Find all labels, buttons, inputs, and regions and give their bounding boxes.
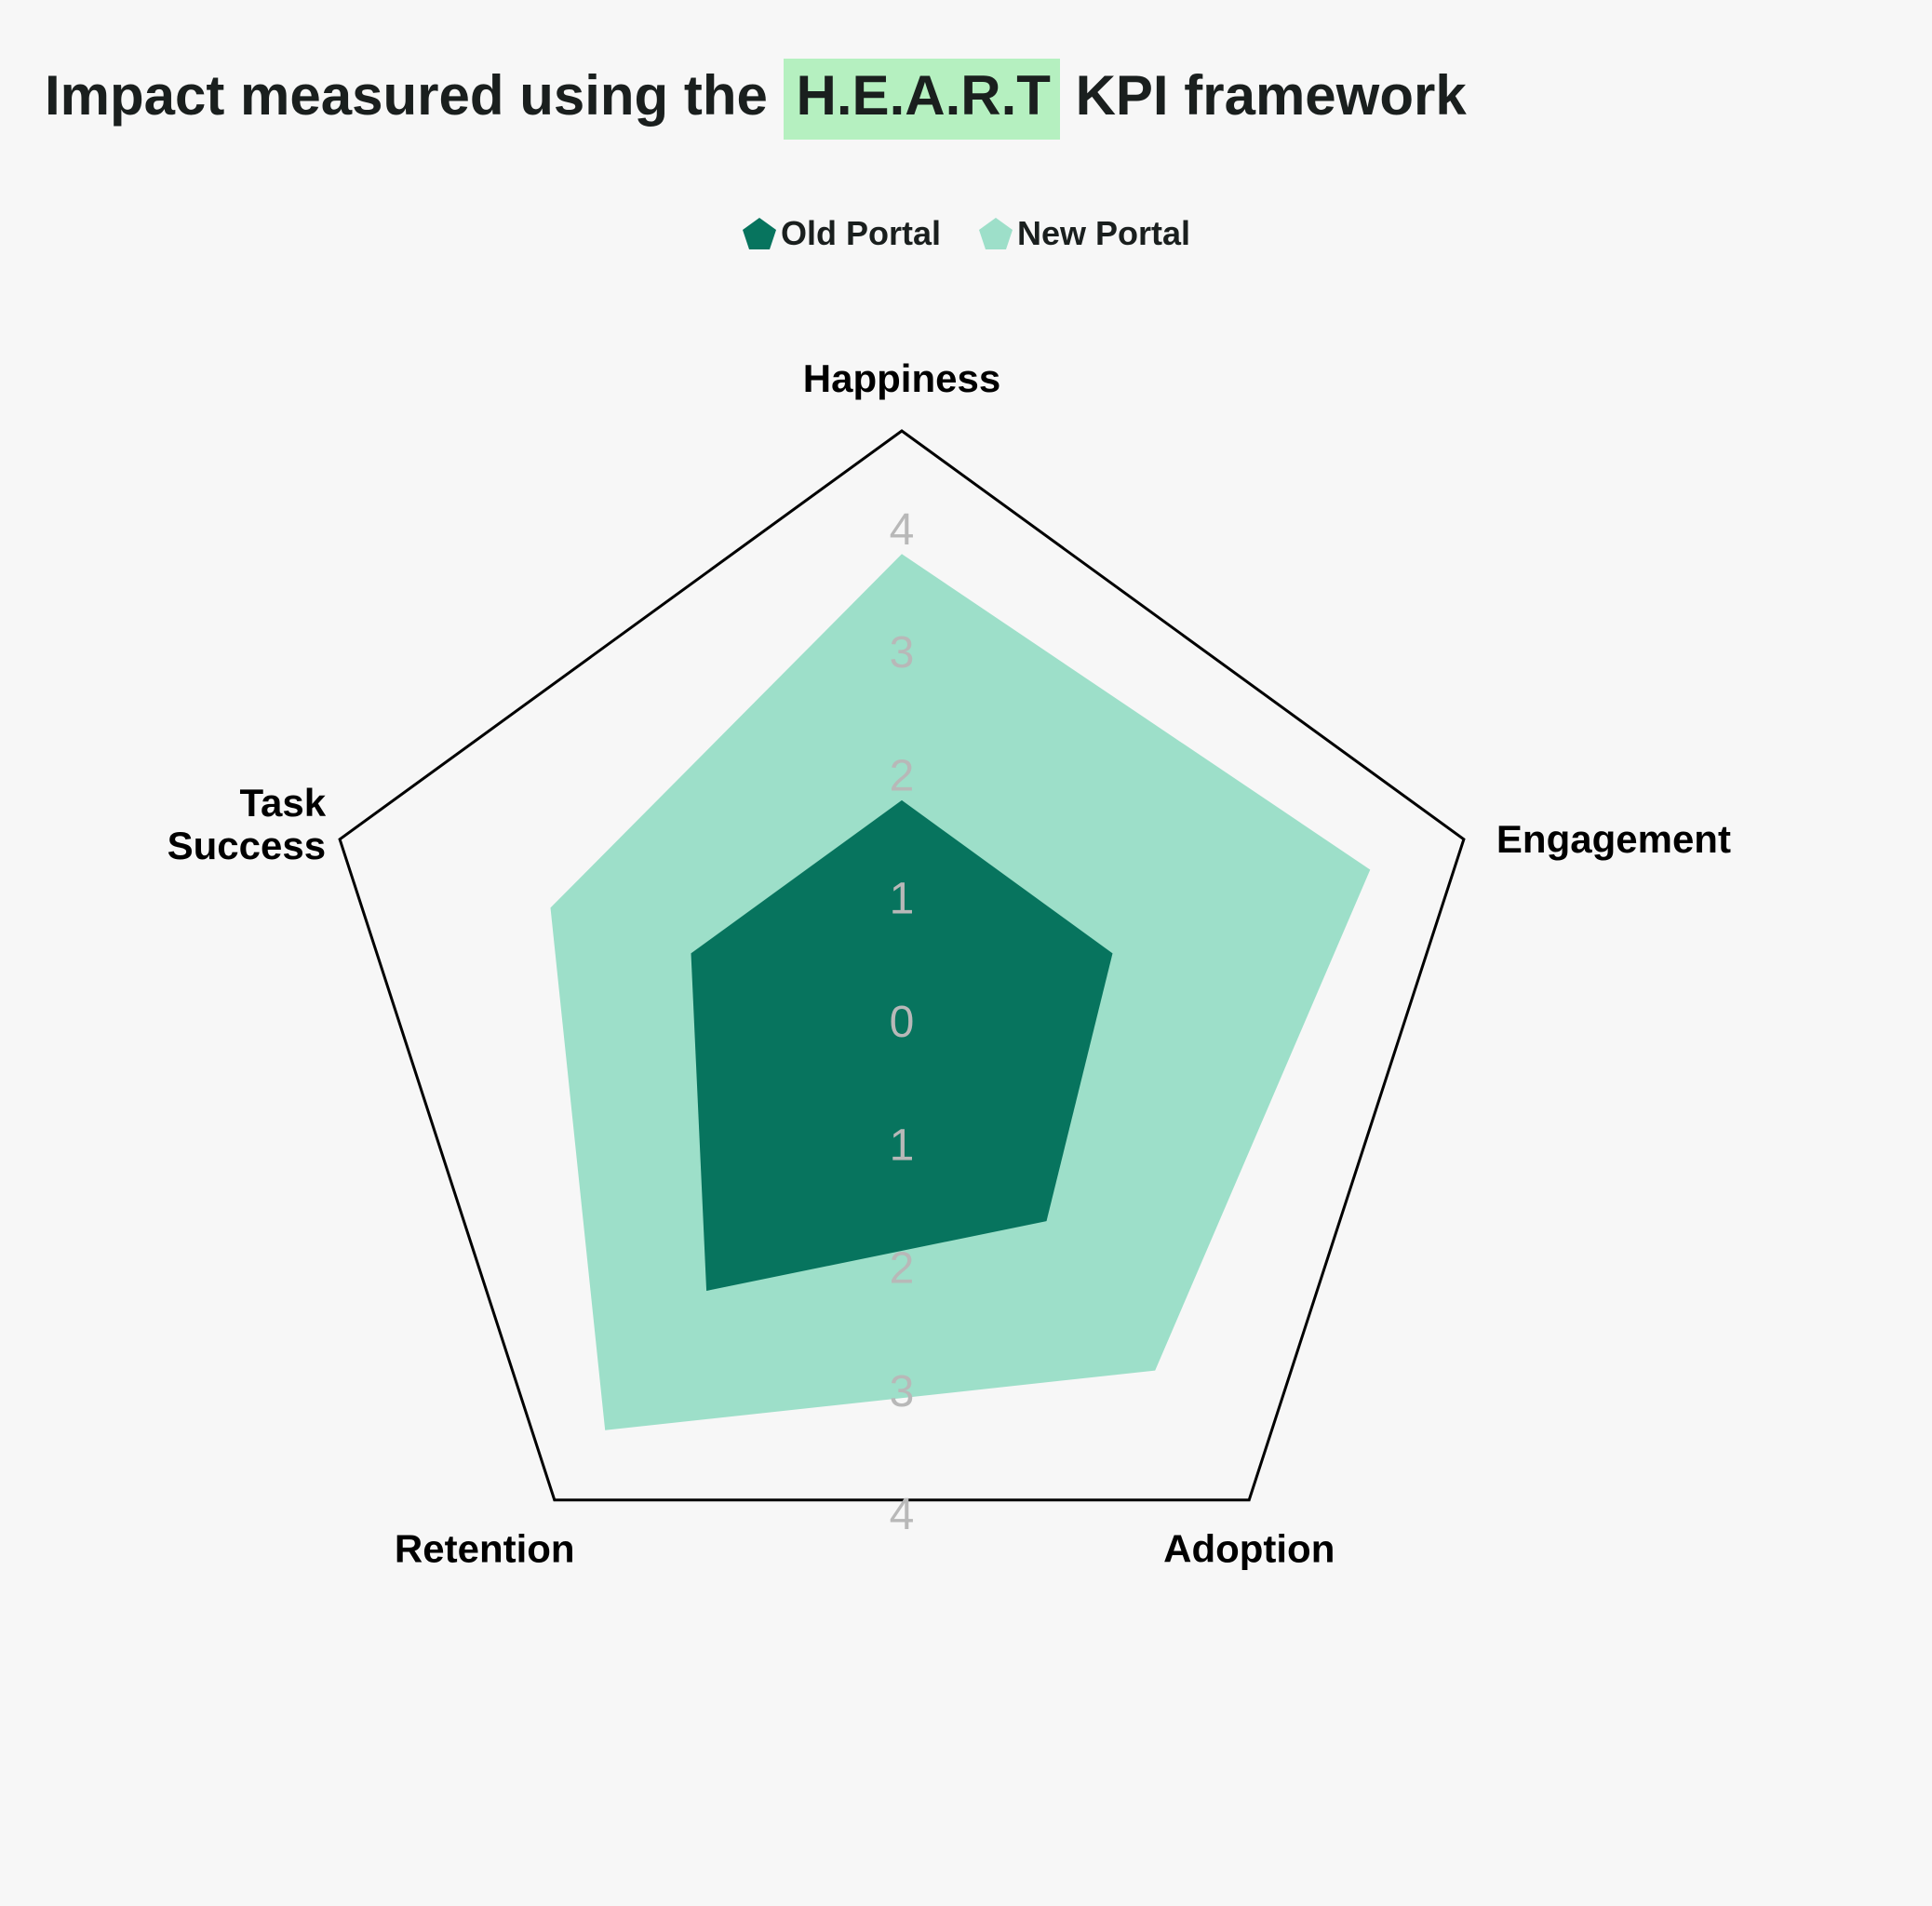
axis-label-task-success: Task Success <box>168 781 327 867</box>
axis-label-happiness: Happiness <box>803 356 1000 400</box>
tick-label: 1 <box>890 1121 915 1170</box>
legend-item-new-portal: New Portal <box>978 214 1190 253</box>
tick-label: 2 <box>890 751 915 800</box>
tick-label: 4 <box>890 1490 915 1539</box>
axis-label-line: Happiness <box>803 356 1000 400</box>
axis-label-line: Success <box>168 824 326 867</box>
axis-label-line: Retention <box>395 1527 575 1571</box>
legend-swatch-icon <box>978 218 1013 249</box>
chart-title: Impact measured using the H.E.A.R.T KPI … <box>45 59 1467 140</box>
axis-label-retention: Retention <box>395 1527 575 1571</box>
legend: Old Portal New Portal <box>0 214 1932 253</box>
legend-swatch-icon <box>742 218 776 249</box>
tick-label: 2 <box>890 1244 915 1294</box>
legend-label: New Portal <box>1016 214 1191 252</box>
tick-label: 1 <box>890 875 915 924</box>
axis-label-line: Adoption <box>1163 1527 1335 1571</box>
legend-item-old-portal: Old Portal <box>742 214 941 253</box>
series-old-portal <box>691 799 1113 1291</box>
tick-label: 4 <box>890 505 915 555</box>
tick-label: 0 <box>890 998 915 1047</box>
axis-label-adoption: Adoption <box>1163 1527 1335 1571</box>
radar-frame <box>338 429 1466 1502</box>
title-prefix: Impact measured using the <box>45 64 768 127</box>
title-suffix: KPI framework <box>1075 64 1467 127</box>
axis-label-engagement: Engagement <box>1496 817 1731 861</box>
axis-label-line: Engagement <box>1496 817 1731 861</box>
tick-label: 3 <box>890 1367 915 1416</box>
tick-label: 3 <box>890 628 915 678</box>
title-highlight: H.E.A.R.T <box>783 59 1060 140</box>
legend-label: Old Portal <box>780 214 941 252</box>
axis-label-line: Task <box>239 781 326 825</box>
